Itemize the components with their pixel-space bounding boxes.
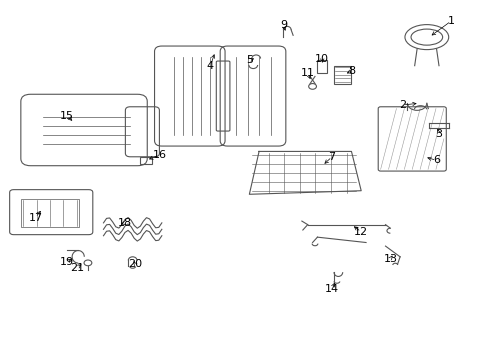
Text: 4: 4 bbox=[206, 61, 214, 71]
Text: 2: 2 bbox=[398, 100, 405, 110]
Text: 18: 18 bbox=[118, 218, 132, 228]
Text: 14: 14 bbox=[325, 284, 338, 294]
Text: 3: 3 bbox=[435, 129, 442, 139]
Text: 16: 16 bbox=[152, 150, 166, 160]
Text: 5: 5 bbox=[245, 55, 252, 65]
Bar bbox=[140, 157, 152, 164]
Text: 19: 19 bbox=[60, 257, 74, 267]
Text: 1: 1 bbox=[447, 16, 454, 26]
Text: 17: 17 bbox=[28, 212, 42, 222]
Bar bbox=[21, 199, 79, 227]
Text: 8: 8 bbox=[347, 66, 354, 76]
Text: 10: 10 bbox=[315, 54, 328, 64]
Bar bbox=[317, 60, 326, 73]
Text: 12: 12 bbox=[353, 227, 367, 237]
Text: 13: 13 bbox=[383, 253, 397, 264]
Text: 15: 15 bbox=[60, 111, 74, 121]
Bar bbox=[334, 66, 351, 84]
Text: 21: 21 bbox=[70, 262, 83, 273]
Text: 7: 7 bbox=[328, 152, 335, 162]
Text: 6: 6 bbox=[432, 156, 439, 165]
Text: 11: 11 bbox=[300, 68, 314, 78]
Text: 9: 9 bbox=[279, 19, 286, 30]
Text: 20: 20 bbox=[128, 259, 142, 269]
